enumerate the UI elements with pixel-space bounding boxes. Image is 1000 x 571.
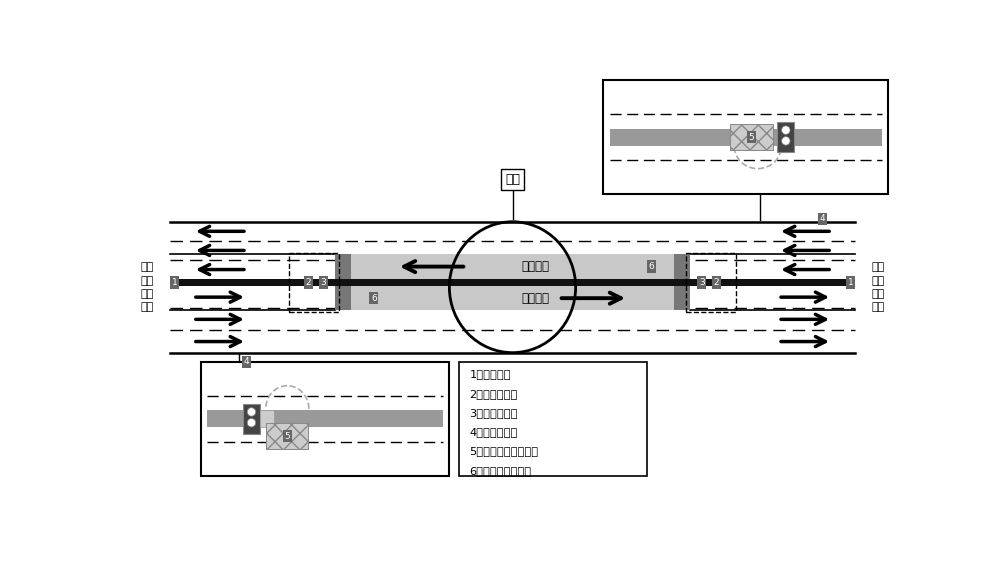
Text: 4: 4 bbox=[820, 214, 826, 223]
Text: 2、控制信号灯: 2、控制信号灯 bbox=[469, 388, 518, 399]
Bar bbox=[777, 122, 794, 152]
Text: 3: 3 bbox=[699, 278, 705, 287]
Circle shape bbox=[247, 419, 256, 427]
Bar bbox=[335, 286, 351, 310]
Bar bbox=[603, 80, 888, 194]
Bar bbox=[243, 404, 260, 433]
Bar bbox=[610, 128, 882, 146]
Bar bbox=[674, 254, 690, 279]
Text: 4、视频监视器: 4、视频监视器 bbox=[469, 427, 518, 437]
Bar bbox=[260, 411, 274, 427]
Circle shape bbox=[782, 126, 790, 134]
Text: 前方
隙道
潮汐
车道: 前方 隙道 潮汐 车道 bbox=[140, 263, 153, 312]
Bar bbox=[201, 362, 449, 476]
Bar bbox=[289, 252, 339, 312]
Text: 1: 1 bbox=[172, 278, 177, 287]
Text: 5: 5 bbox=[749, 132, 754, 142]
Bar bbox=[207, 411, 443, 427]
Bar bbox=[674, 286, 690, 310]
Bar bbox=[266, 424, 308, 449]
Text: 6: 6 bbox=[371, 293, 377, 303]
Text: 1: 1 bbox=[848, 278, 853, 287]
Bar bbox=[170, 279, 855, 286]
Bar bbox=[730, 124, 773, 150]
Text: 5: 5 bbox=[284, 432, 290, 441]
Text: 6、交通事件检测器: 6、交通事件检测器 bbox=[469, 466, 532, 476]
Circle shape bbox=[247, 408, 256, 416]
Text: 隙道: 隙道 bbox=[505, 173, 520, 186]
Bar bbox=[459, 362, 647, 476]
Text: 1、提示标志: 1、提示标志 bbox=[469, 369, 511, 379]
Circle shape bbox=[782, 136, 790, 145]
Text: 6: 6 bbox=[648, 262, 654, 271]
Text: 2: 2 bbox=[306, 278, 311, 287]
Text: 2: 2 bbox=[714, 278, 719, 287]
Text: 4: 4 bbox=[244, 357, 250, 367]
Text: 5、禁停区及诱导标线: 5、禁停区及诱导标线 bbox=[469, 447, 539, 456]
Text: 潮汐车道: 潮汐车道 bbox=[522, 260, 550, 273]
Bar bbox=[686, 252, 736, 312]
Text: 3、自动栏杆机: 3、自动栏杆机 bbox=[469, 408, 518, 418]
Bar bbox=[335, 254, 351, 279]
Text: 潮汐车道: 潮汐车道 bbox=[522, 292, 550, 305]
Text: 前方
隙道
潮汐
车道: 前方 隙道 潮汐 车道 bbox=[872, 263, 885, 312]
Bar bbox=[335, 286, 690, 310]
Bar bbox=[335, 254, 690, 279]
Text: 3: 3 bbox=[320, 278, 326, 287]
